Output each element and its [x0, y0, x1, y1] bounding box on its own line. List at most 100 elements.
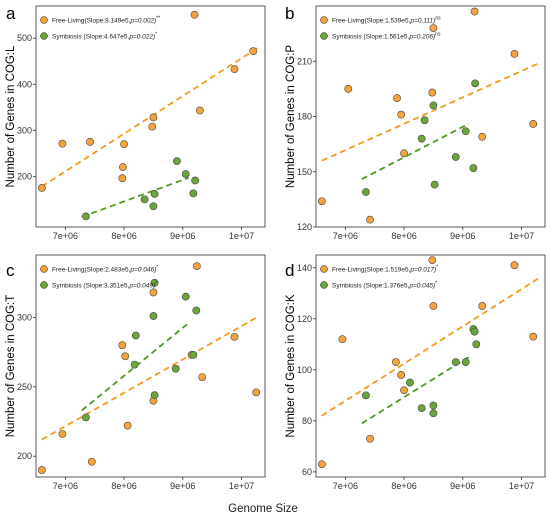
legend-significance: ns [435, 31, 441, 37]
legend-p-value: p=0.206) [408, 33, 435, 40]
free-living-point [58, 430, 67, 438]
symbiosis-point [420, 116, 429, 125]
legend-significance: * [155, 280, 157, 286]
free-living-point [529, 332, 538, 341]
symbiosis-point [150, 391, 159, 400]
free-living-point [366, 215, 374, 224]
x-tick-label: 1e+07 [509, 231, 534, 241]
x-tick-label: 7e+06 [53, 231, 78, 241]
free-living-point [429, 24, 438, 32]
free-living-point [317, 460, 326, 469]
legend-text: Symbiosis (Slope:1.376e5,p=0.045)* [332, 280, 437, 289]
free-living-point [149, 288, 158, 297]
x-tick-label: 9e+06 [450, 231, 475, 241]
free-living-point [470, 7, 479, 16]
legend-series-label: Symbiosis (Slope:1.376e5, [332, 282, 410, 289]
symbiosis-point [451, 358, 460, 367]
panel-b: b Number of Genes in COG:P 7e+06 8e+06 9e+06… [285, 4, 546, 241]
y-tick-label: 80 [302, 416, 312, 426]
legend-swatch [40, 265, 48, 273]
legend-text: Symbiosis (Slope:4.647e5,p=0.022)* [52, 31, 157, 40]
symbiosis-point [130, 360, 139, 369]
symbiosis-point [149, 202, 158, 211]
plot-frame [315, 254, 546, 478]
legend-p-value: p=0.017) [409, 266, 436, 273]
free-living-point [86, 137, 94, 146]
legend-series-label: Free-Living(Slope:1.539e5, [332, 17, 411, 24]
legend-significance: * [155, 31, 157, 37]
symbiosis-point [451, 153, 460, 161]
legend-significance: ns [435, 15, 441, 21]
plot-frame [35, 5, 266, 228]
legend-p-value: p=0.111) [409, 17, 435, 24]
free-living-point [397, 110, 406, 119]
legend-p-value: p=0.045) [408, 282, 435, 289]
free-living-point [198, 373, 207, 381]
legend-significance: * [156, 264, 158, 270]
legend-p-value: p=0.022) [128, 33, 155, 40]
legend-p-value: p=0.002) [129, 17, 156, 24]
y-tick-label: 120 [297, 222, 312, 232]
panel-label: b [285, 4, 294, 23]
symbiosis-point [150, 278, 159, 287]
free-living-point [366, 434, 374, 443]
symbiosis-point [82, 212, 90, 221]
legend-text: Free-Living(Slope:8.149e5,p=0.002)** [52, 15, 160, 24]
legend-text: Free-Living(Slope:1.519e5,p=0.017)* [332, 264, 438, 273]
x-tick-label: 7e+06 [333, 231, 358, 241]
symbiosis-point [191, 176, 200, 185]
legend-series-label: Symbiosis (Slope:4.647e5, [52, 33, 130, 40]
symbiosis-point [430, 180, 439, 189]
symbiosis-point [150, 189, 159, 198]
symbiosis-point [417, 404, 426, 413]
free-living-point [37, 183, 46, 192]
legend-significance: * [435, 280, 437, 286]
y-tick-label: 300 [17, 125, 32, 135]
free-living-point [118, 341, 127, 350]
symbiosis-point [192, 306, 201, 315]
y-tick-label: 200 [17, 451, 32, 461]
free-living-fit-line [321, 277, 540, 417]
legend-free-living: Free-Living(Slope:2.483e5,p=0.046)* [40, 264, 158, 273]
symbiosis-point [82, 413, 90, 422]
legend-text: Free-Living(Slope:1.539e5,p=0.111)ns [332, 15, 441, 24]
symbiosis-point [189, 350, 198, 359]
free-living-point [58, 139, 67, 148]
panel-label: a [6, 4, 16, 23]
symbiosis-point [131, 331, 140, 340]
legend-significance: * [436, 264, 438, 270]
symbiosis-point [362, 391, 370, 400]
legend-free-living: Free-Living(Slope:1.539e5,p=0.111)ns [320, 15, 441, 24]
legend-swatch [40, 16, 48, 24]
free-living-fit-line [41, 46, 260, 188]
legend-swatch [320, 32, 328, 40]
y-tick-label: 100 [297, 365, 312, 375]
free-living-point [400, 386, 408, 395]
x-tick-label: 8e+06 [391, 231, 416, 241]
symbiosis-point [461, 358, 470, 367]
y-tick-label: 150 [297, 167, 312, 177]
panel-a: a Number of Genes in COG:L 7e+06 8e+06 9e+06… [5, 4, 266, 241]
free-living-point [429, 302, 438, 310]
legend-swatch [40, 281, 48, 289]
y-tick-label: 210 [297, 56, 312, 66]
free-living-point [148, 122, 157, 131]
free-living-point [510, 49, 519, 58]
x-tick-label: 7e+06 [53, 481, 78, 491]
y-tick-label: 300 [17, 312, 32, 322]
panel-c: c Number of Genes in COG:T 7e+06 8e+06 9e+06… [5, 254, 266, 491]
legend-significance: ** [156, 15, 160, 21]
free-living-point [119, 163, 127, 172]
legend-free-living: Free-Living(Slope:1.519e5,p=0.017)* [320, 264, 438, 273]
symbiosis-point [406, 378, 414, 387]
y-tick-label: 140 [297, 263, 312, 273]
legend-symbiosis: Symbiosis (Slope:3.351e5,p=0.049)* [40, 280, 157, 289]
x-tick-label: 9e+06 [170, 231, 195, 241]
y-axis-label: Number of Genes in COG:L [5, 45, 17, 187]
symbiosis-point [471, 79, 480, 88]
free-living-point [344, 84, 353, 93]
free-living-point [478, 132, 487, 141]
symbiosis-point [189, 189, 198, 198]
free-living-fit-line [41, 315, 260, 441]
